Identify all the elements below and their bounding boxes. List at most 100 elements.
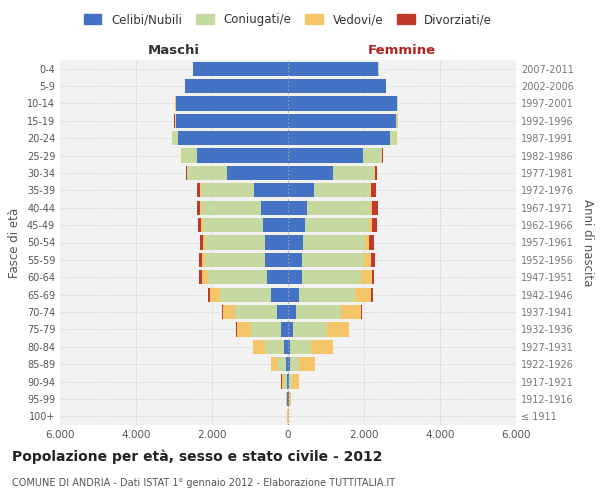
Bar bbox=[265, 253, 288, 267]
Bar bbox=[201, 218, 203, 232]
Bar bbox=[290, 340, 311, 354]
Bar bbox=[390, 131, 397, 146]
Bar bbox=[235, 305, 277, 319]
Bar bbox=[208, 270, 267, 284]
Bar bbox=[286, 357, 288, 372]
Legend: Celibi/Nubili, Coniugati/e, Vedovi/e, Divorziati/e: Celibi/Nubili, Coniugati/e, Vedovi/e, Di… bbox=[79, 8, 497, 31]
Bar bbox=[284, 340, 288, 354]
Bar bbox=[193, 62, 288, 76]
Bar bbox=[289, 392, 291, 406]
Bar bbox=[199, 270, 202, 284]
Text: Femmine: Femmine bbox=[368, 44, 436, 58]
Bar bbox=[395, 114, 397, 128]
Bar bbox=[176, 114, 288, 128]
Bar bbox=[200, 236, 203, 250]
Bar bbox=[187, 166, 227, 180]
Bar bbox=[281, 374, 284, 388]
Bar bbox=[267, 270, 288, 284]
Bar bbox=[251, 322, 281, 336]
Bar bbox=[327, 322, 349, 336]
Bar bbox=[220, 288, 271, 302]
Bar bbox=[288, 374, 289, 388]
Bar bbox=[176, 96, 288, 110]
Bar bbox=[185, 79, 288, 93]
Bar bbox=[299, 288, 355, 302]
Bar bbox=[370, 218, 372, 232]
Bar bbox=[197, 200, 200, 215]
Bar bbox=[292, 374, 299, 388]
Bar bbox=[288, 114, 395, 128]
Bar bbox=[277, 305, 288, 319]
Bar bbox=[205, 253, 265, 267]
Bar bbox=[205, 236, 265, 250]
Bar bbox=[210, 288, 220, 302]
Bar bbox=[178, 131, 288, 146]
Bar bbox=[227, 166, 288, 180]
Bar bbox=[355, 288, 371, 302]
Bar bbox=[197, 183, 200, 198]
Bar bbox=[288, 236, 303, 250]
Bar bbox=[284, 374, 287, 388]
Bar bbox=[288, 340, 290, 354]
Bar bbox=[288, 305, 296, 319]
Bar bbox=[198, 218, 201, 232]
Bar bbox=[271, 357, 278, 372]
Bar bbox=[288, 270, 302, 284]
Bar bbox=[288, 200, 307, 215]
Bar bbox=[311, 340, 333, 354]
Bar bbox=[197, 148, 288, 162]
Bar bbox=[271, 288, 288, 302]
Bar bbox=[363, 148, 382, 162]
Bar bbox=[364, 253, 371, 267]
Bar bbox=[370, 200, 372, 215]
Bar bbox=[278, 357, 286, 372]
Y-axis label: Anni di nascita: Anni di nascita bbox=[581, 199, 593, 286]
Bar bbox=[288, 62, 379, 76]
Bar bbox=[199, 253, 202, 267]
Bar bbox=[288, 96, 397, 110]
Bar bbox=[296, 305, 341, 319]
Bar bbox=[372, 270, 374, 284]
Bar bbox=[202, 270, 208, 284]
Bar bbox=[371, 288, 373, 302]
Bar bbox=[299, 357, 315, 372]
Bar bbox=[287, 374, 288, 388]
Bar bbox=[185, 166, 187, 180]
Bar bbox=[314, 183, 370, 198]
Bar bbox=[361, 270, 372, 284]
Bar bbox=[203, 236, 205, 250]
Bar bbox=[202, 253, 205, 267]
Bar bbox=[288, 79, 386, 93]
Bar bbox=[290, 357, 299, 372]
Bar bbox=[288, 131, 390, 146]
Bar bbox=[302, 270, 361, 284]
Bar bbox=[293, 322, 327, 336]
Bar bbox=[281, 322, 288, 336]
Bar bbox=[223, 305, 235, 319]
Bar bbox=[265, 236, 288, 250]
Bar bbox=[288, 322, 293, 336]
Bar bbox=[341, 305, 361, 319]
Bar bbox=[175, 114, 176, 128]
Bar bbox=[365, 236, 370, 250]
Bar bbox=[221, 305, 223, 319]
Bar bbox=[303, 236, 365, 250]
Bar bbox=[253, 340, 265, 354]
Bar bbox=[371, 183, 376, 198]
Bar bbox=[288, 166, 333, 180]
Text: Popolazione per età, sesso e stato civile - 2012: Popolazione per età, sesso e stato civil… bbox=[12, 450, 383, 464]
Bar bbox=[254, 183, 288, 198]
Bar bbox=[288, 148, 363, 162]
Bar bbox=[182, 148, 197, 162]
Bar bbox=[302, 253, 364, 267]
Bar bbox=[200, 183, 254, 198]
Bar bbox=[172, 131, 178, 146]
Text: COMUNE DI ANDRIA - Dati ISTAT 1° gennaio 2012 - Elaborazione TUTTITALIA.IT: COMUNE DI ANDRIA - Dati ISTAT 1° gennaio… bbox=[12, 478, 395, 488]
Bar bbox=[203, 218, 263, 232]
Bar bbox=[370, 236, 374, 250]
Bar bbox=[288, 253, 302, 267]
Bar bbox=[372, 200, 377, 215]
Y-axis label: Fasce di età: Fasce di età bbox=[8, 208, 21, 278]
Bar bbox=[370, 183, 371, 198]
Bar bbox=[288, 183, 314, 198]
